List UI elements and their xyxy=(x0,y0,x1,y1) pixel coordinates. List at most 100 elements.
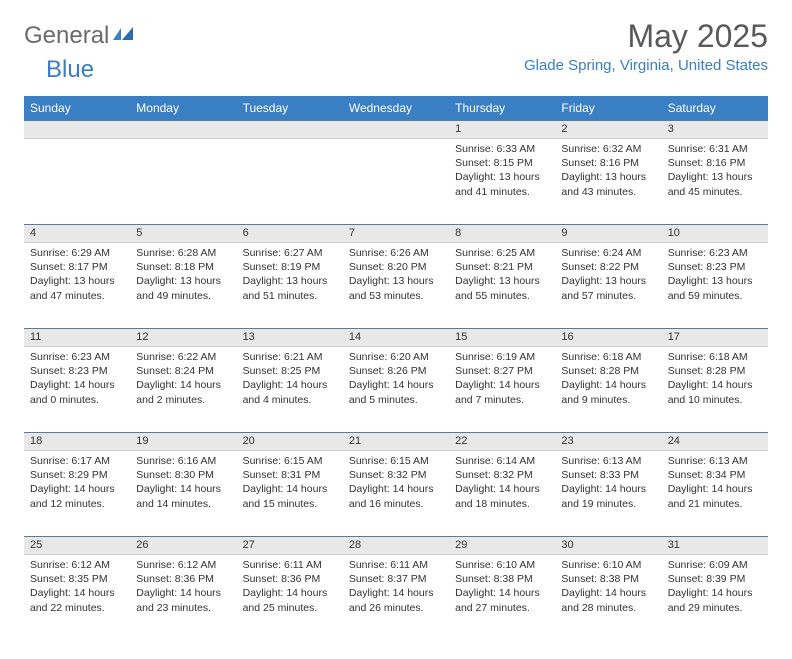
daylight-line: Daylight: 14 hours and 26 minutes. xyxy=(349,587,434,613)
day-content-cell: Sunrise: 6:17 AM Sunset: 8:29 PM Daylight:… xyxy=(24,451,130,537)
day-content-cell xyxy=(130,139,236,225)
day-content-cell: Sunrise: 6:31 AMSunset: 8:16 PMDaylight:… xyxy=(662,139,768,225)
day-content-cell: Sunrise: 6:19 AMSunset: 8:27 PMDaylight:… xyxy=(449,347,555,433)
day-number-cell: 29 xyxy=(449,537,555,555)
day-content-cell: Sunrise: 6:12 AMSunset: 8:36 PMDaylight:… xyxy=(130,555,236,641)
day-content-cell: Sunrise: 6:15 AMSunset: 8:31 PMDaylight:… xyxy=(237,451,343,537)
daylight-line: Daylight: 14 hours and 4 minutes. xyxy=(243,379,328,405)
daylight-line: Daylight: 14 hours and 5 minutes. xyxy=(349,379,434,405)
day-number-cell: 12 xyxy=(130,329,236,347)
daylight-line: Daylight: 14 hours and 12 minutes. xyxy=(30,483,115,509)
sunset-line: Sunset: 8:24 PM xyxy=(136,365,214,377)
sunset-line: Sunset: 8:28 PM xyxy=(668,365,746,377)
sunset-line: Sunset: 8:18 PM xyxy=(136,261,214,273)
day-content-cell: Sunrise: 6:25 AMSunset: 8:21 PMDaylight:… xyxy=(449,243,555,329)
brand-text-general: General xyxy=(24,22,109,50)
daylight-line: Daylight: 14 hours and 29 minutes. xyxy=(668,587,753,613)
sunset-line: Sunset: 8:31 PM xyxy=(243,469,321,481)
daylight-line: Daylight: 14 hours and 14 minutes. xyxy=(136,483,221,509)
weekday-header: Monday xyxy=(130,96,236,121)
sunset-line: Sunset: 8:30 PM xyxy=(136,469,214,481)
sunset-line: Sunset: 8:32 PM xyxy=(455,469,533,481)
day-number-cell: 16 xyxy=(555,329,661,347)
day-number-cell: 6 xyxy=(237,225,343,243)
day-number-cell: 27 xyxy=(237,537,343,555)
day-content-cell: Sunrise: 6:23 AMSunset: 8:23 PMDaylight:… xyxy=(24,347,130,433)
day-number-cell: 17 xyxy=(662,329,768,347)
daylight-line: Daylight: 14 hours and 27 minutes. xyxy=(455,587,540,613)
sunrise-line: Sunrise: 6:15 AM xyxy=(243,455,323,467)
day-number-cell: 14 xyxy=(343,329,449,347)
sunrise-line: Sunrise: 6:13 AM xyxy=(561,455,641,467)
day-number-cell: 25 xyxy=(24,537,130,555)
daylight-line: Daylight: 14 hours and 16 minutes. xyxy=(349,483,434,509)
day-number-cell: 30 xyxy=(555,537,661,555)
sunrise-line: Sunrise: 6:14 AM xyxy=(455,455,535,467)
sunrise-line: Sunrise: 6:20 AM xyxy=(349,351,429,363)
day-number-cell: 31 xyxy=(662,537,768,555)
day-number-cell: 18 xyxy=(24,433,130,451)
sunset-line: Sunset: 8:27 PM xyxy=(455,365,533,377)
sunset-line: Sunset: 8:28 PM xyxy=(561,365,639,377)
daylight-line: Daylight: 14 hours and 22 minutes. xyxy=(30,587,115,613)
daynum-row: 123 xyxy=(24,121,768,139)
content-row: Sunrise: 6:12 AMSunset: 8:35 PMDaylight:… xyxy=(24,555,768,641)
day-content-cell: Sunrise: 6:26 AMSunset: 8:20 PMDaylight:… xyxy=(343,243,449,329)
daylight-line: Daylight: 13 hours and 59 minutes. xyxy=(668,275,753,301)
content-row: Sunrise: 6:23 AMSunset: 8:23 PMDaylight:… xyxy=(24,347,768,433)
weekday-header: Thursday xyxy=(449,96,555,121)
day-content-cell: Sunrise: 6:23 AMSunset: 8:23 PMDaylight:… xyxy=(662,243,768,329)
sunrise-line: Sunrise: 6:11 AM xyxy=(349,559,428,571)
day-content-cell: Sunrise: 6:29 AMSunset: 8:17 PMDaylight:… xyxy=(24,243,130,329)
day-number-cell: 10 xyxy=(662,225,768,243)
sunset-line: Sunset: 8:39 PM xyxy=(668,573,746,585)
calendar-table: Sunday Monday Tuesday Wednesday Thursday… xyxy=(24,96,768,641)
day-number-cell: 23 xyxy=(555,433,661,451)
day-content-cell: Sunrise: 6:11 AMSunset: 8:36 PMDaylight:… xyxy=(237,555,343,641)
content-row: Sunrise: 6:29 AMSunset: 8:17 PMDaylight:… xyxy=(24,243,768,329)
sunset-line: Sunset: 8:37 PM xyxy=(349,573,427,585)
sunset-line: Sunset: 8:26 PM xyxy=(349,365,427,377)
month-title: May 2025 xyxy=(524,18,768,55)
day-number-cell: 3 xyxy=(662,121,768,139)
daynum-row: 25262728293031 xyxy=(24,537,768,555)
day-content-cell: Sunrise: 6:10 AMSunset: 8:38 PMDaylight:… xyxy=(449,555,555,641)
day-content-cell: Sunrise: 6:24 AMSunset: 8:22 PMDaylight:… xyxy=(555,243,661,329)
content-row: Sunrise: 6:33 AMSunset: 8:15 PMDaylight:… xyxy=(24,139,768,225)
weekday-header: Friday xyxy=(555,96,661,121)
daylight-line: Daylight: 13 hours and 47 minutes. xyxy=(30,275,115,301)
sunset-line: Sunset: 8:17 PM xyxy=(30,261,108,273)
brand-mark-icon xyxy=(113,25,135,48)
day-number-cell: 1 xyxy=(449,121,555,139)
day-content-cell: Sunrise: 6:18 AMSunset: 8:28 PMDaylight:… xyxy=(662,347,768,433)
daylight-line: Daylight: 13 hours and 43 minutes. xyxy=(561,171,646,197)
daylight-line: Daylight: 14 hours and 23 minutes. xyxy=(136,587,221,613)
daynum-row: 11121314151617 xyxy=(24,329,768,347)
sunrise-line: Sunrise: 6:23 AM xyxy=(668,247,748,259)
sunset-line: Sunset: 8:23 PM xyxy=(30,365,108,377)
content-row: Sunrise: 6:17 AM Sunset: 8:29 PM Daylight:… xyxy=(24,451,768,537)
sunset-line: Sunset: 8:20 PM xyxy=(349,261,427,273)
sunset-line: Sunset: 8:34 PM xyxy=(668,469,746,481)
day-number-cell: 5 xyxy=(130,225,236,243)
sunset-line: Sunset: 8:29 PM xyxy=(30,469,108,481)
daylight-line: Daylight: 14 hours and 2 minutes. xyxy=(136,379,221,405)
daylight-line: Daylight: 14 hours and 21 minutes. xyxy=(668,483,753,509)
sunrise-line: Sunrise: 6:10 AM xyxy=(561,559,641,571)
sunrise-line: Sunrise: 6:25 AM xyxy=(455,247,535,259)
sunrise-line: Sunrise: 6:17 AM xyxy=(30,455,110,467)
day-number-cell: 22 xyxy=(449,433,555,451)
weekday-header-row: Sunday Monday Tuesday Wednesday Thursday… xyxy=(24,96,768,121)
day-content-cell: Sunrise: 6:28 AMSunset: 8:18 PMDaylight:… xyxy=(130,243,236,329)
day-content-cell: Sunrise: 6:16 AMSunset: 8:30 PMDaylight:… xyxy=(130,451,236,537)
sunrise-line: Sunrise: 6:10 AM xyxy=(455,559,535,571)
weekday-header: Wednesday xyxy=(343,96,449,121)
sunrise-line: Sunrise: 6:12 AM xyxy=(136,559,216,571)
sunset-line: Sunset: 8:22 PM xyxy=(561,261,639,273)
day-number-cell: 24 xyxy=(662,433,768,451)
day-content-cell xyxy=(343,139,449,225)
day-content-cell: Sunrise: 6:20 AM Sunset: 8:26 PM Daylight:… xyxy=(343,347,449,433)
day-content-cell: Sunrise: 6:32 AMSunset: 8:16 PMDaylight:… xyxy=(555,139,661,225)
day-content-cell: Sunrise: 6:14 AMSunset: 8:32 PMDaylight:… xyxy=(449,451,555,537)
daylight-line: Daylight: 13 hours and 57 minutes. xyxy=(561,275,646,301)
